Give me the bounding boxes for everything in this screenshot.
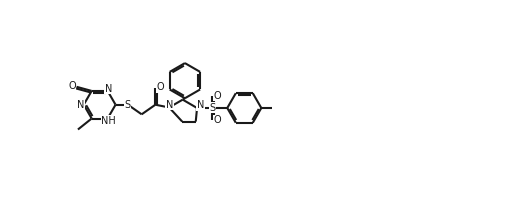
Text: S: S (209, 103, 215, 113)
Text: NH: NH (101, 116, 116, 126)
Text: N: N (105, 84, 112, 94)
Text: N: N (166, 100, 173, 110)
Text: O: O (213, 91, 221, 101)
Text: S: S (125, 100, 131, 110)
Text: N: N (197, 100, 204, 110)
Text: O: O (156, 82, 164, 92)
Text: O: O (213, 115, 221, 125)
Text: N: N (77, 100, 85, 110)
Text: O: O (68, 81, 76, 91)
